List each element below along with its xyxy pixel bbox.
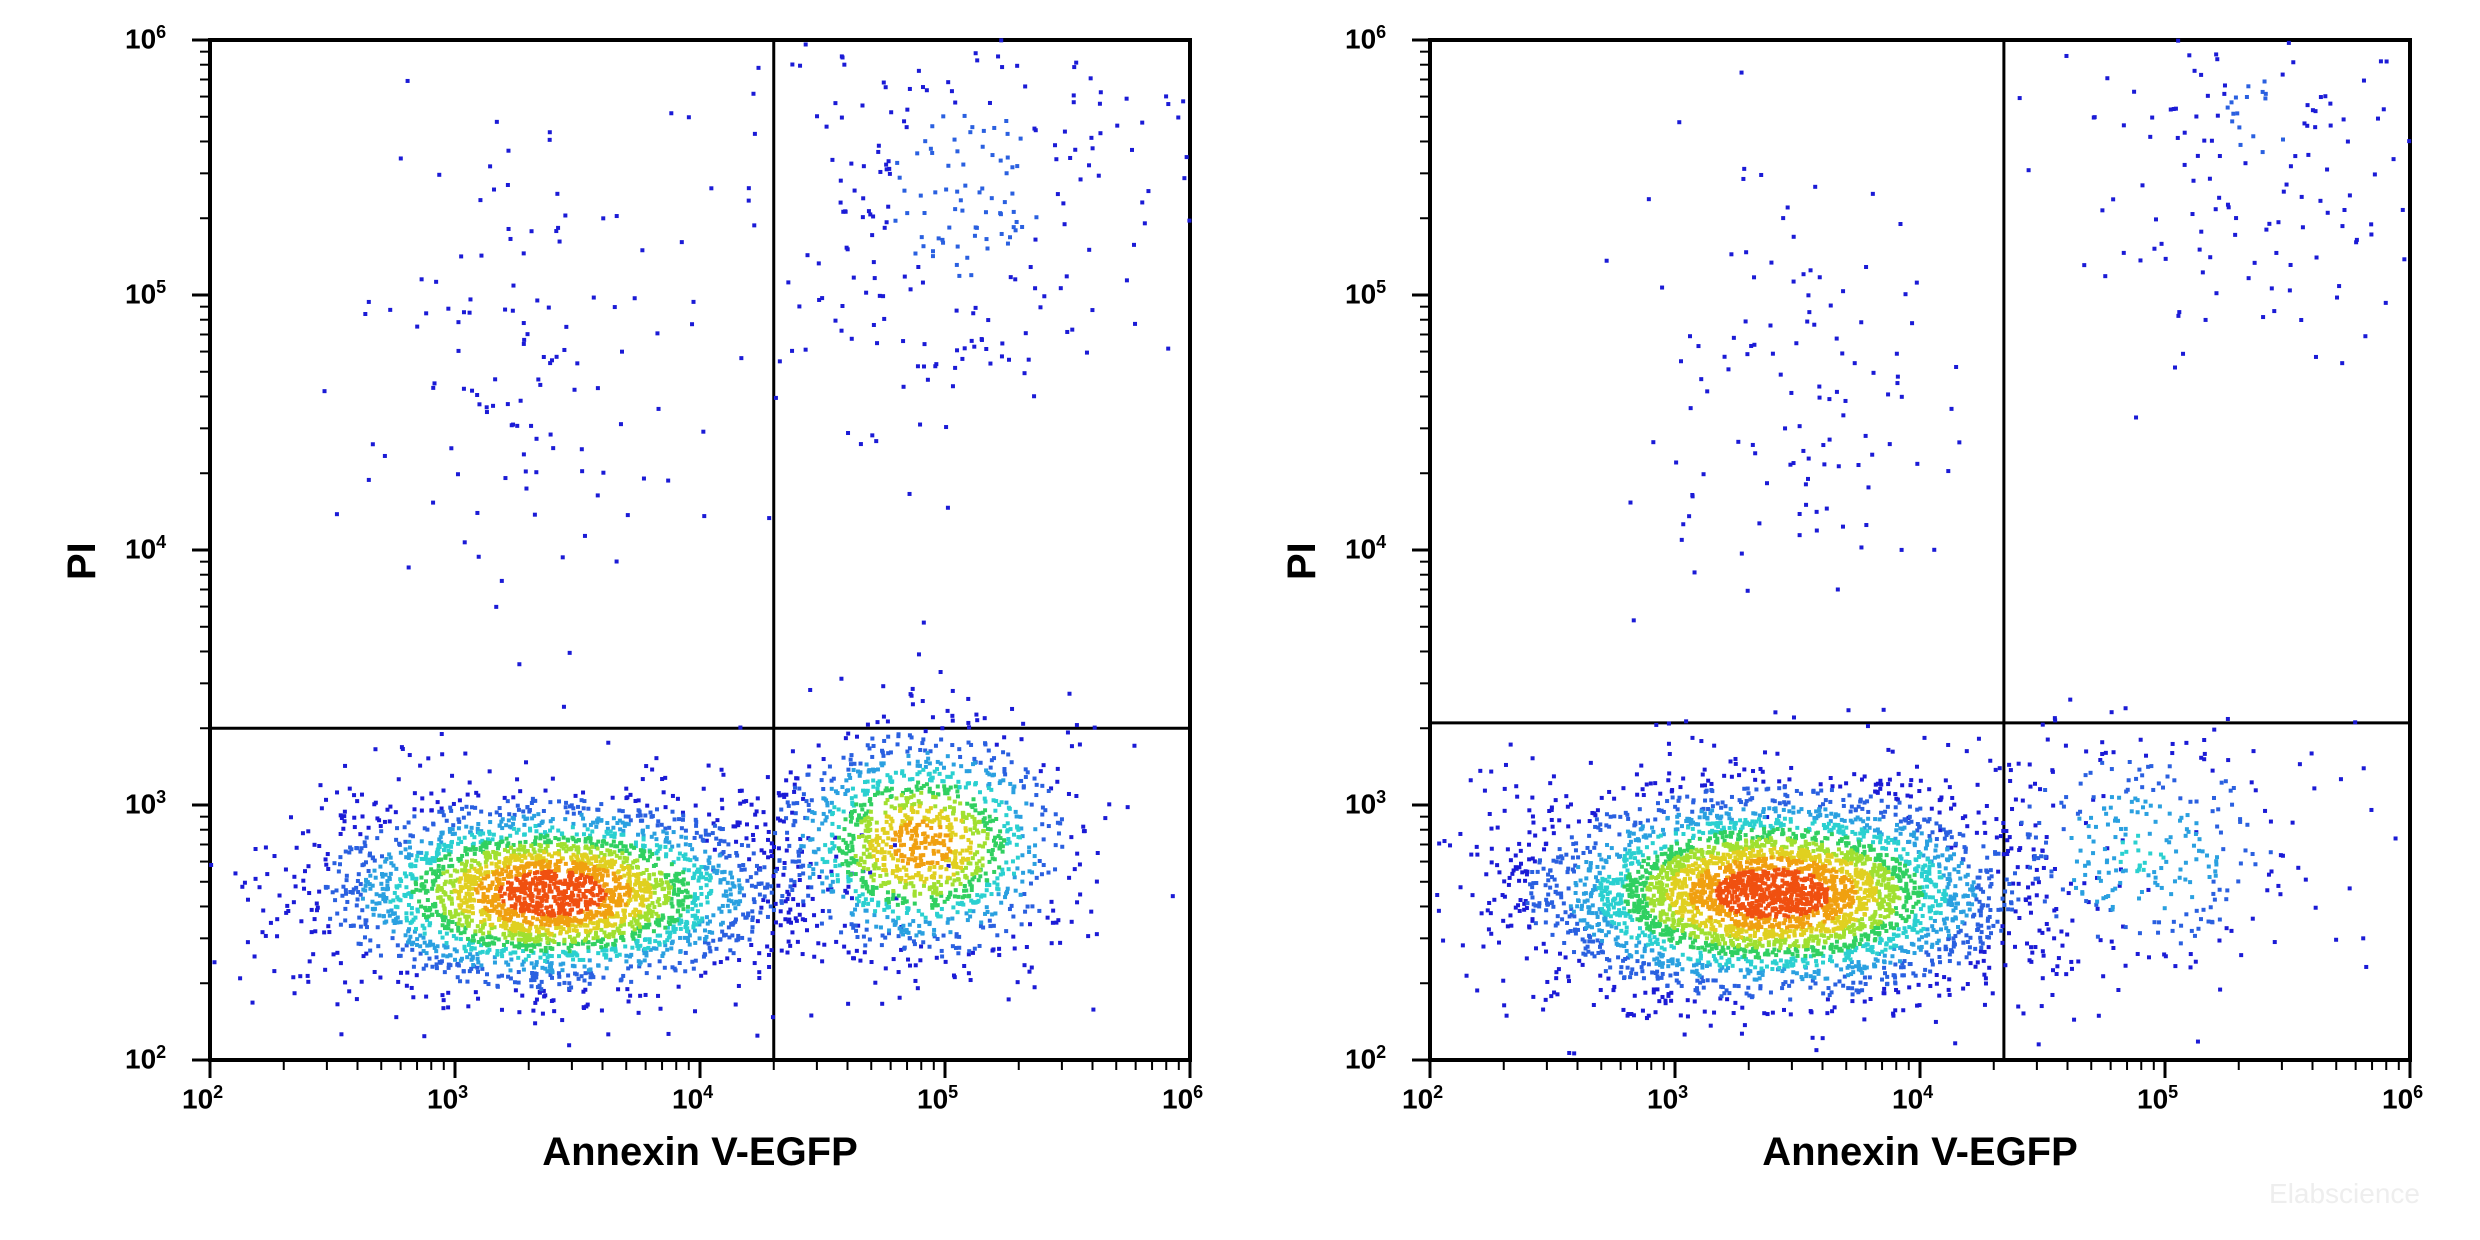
y-tick-label: 106 — [1345, 22, 1386, 55]
y-tick-label: 104 — [125, 532, 166, 565]
y-tick-label: 105 — [125, 277, 166, 310]
figure-page: PI Annexin V-EGFP 1021031041051061021031… — [0, 0, 2480, 1240]
x-axis-label-right: Annexin V-EGFP — [1740, 1130, 2100, 1175]
panel-left: PI Annexin V-EGFP 1021031041051061021031… — [40, 20, 1220, 1220]
watermark-text: Elabscience — [2269, 1178, 2420, 1210]
x-tick-label: 102 — [182, 1082, 223, 1115]
y-tick-label: 102 — [1345, 1042, 1386, 1075]
x-tick-label: 105 — [917, 1082, 958, 1115]
panel-right: PI Annexin V-EGFP 1021031041051061021031… — [1260, 20, 2440, 1220]
y-tick-label: 105 — [1345, 277, 1386, 310]
y-tick-label: 104 — [1345, 532, 1386, 565]
x-tick-label: 103 — [1647, 1082, 1688, 1115]
y-tick-label: 103 — [125, 787, 166, 820]
x-tick-label: 102 — [1402, 1082, 1443, 1115]
y-tick-label: 103 — [1345, 787, 1386, 820]
y-tick-label: 102 — [125, 1042, 166, 1075]
x-tick-label: 105 — [2137, 1082, 2178, 1115]
x-tick-label: 103 — [427, 1082, 468, 1115]
x-tick-label: 106 — [2382, 1082, 2423, 1115]
plot-svg-left — [40, 20, 1220, 1220]
x-tick-label: 104 — [672, 1082, 713, 1115]
x-axis-label-left: Annexin V-EGFP — [520, 1130, 880, 1175]
y-tick-label: 106 — [125, 22, 166, 55]
plot-svg-right — [1260, 20, 2440, 1220]
x-tick-label: 106 — [1162, 1082, 1203, 1115]
x-tick-label: 104 — [1892, 1082, 1933, 1115]
